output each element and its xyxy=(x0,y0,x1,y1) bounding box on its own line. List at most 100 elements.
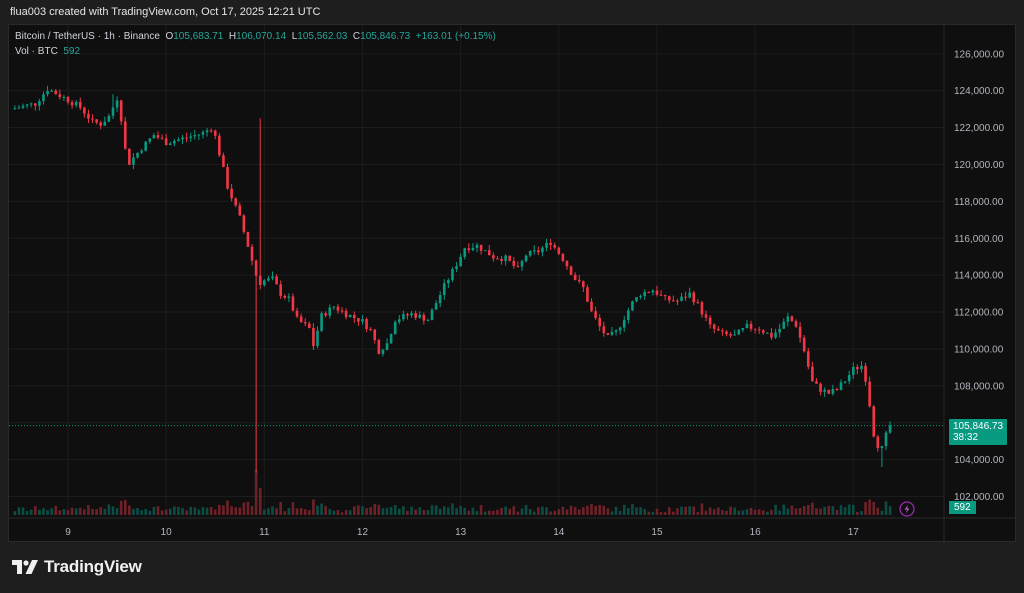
volume-bar xyxy=(843,507,847,515)
volume-bars xyxy=(13,470,892,515)
volume-bar xyxy=(643,509,646,515)
volume-bar xyxy=(798,507,802,515)
volume-bar xyxy=(295,508,299,515)
candle-body xyxy=(851,366,855,375)
volume-bar xyxy=(17,507,21,515)
volume-bar xyxy=(361,506,364,515)
y-tick-label: 104,000.00 xyxy=(954,455,1004,466)
volume-bar xyxy=(774,504,777,515)
candle-body xyxy=(778,328,781,333)
volume-bar xyxy=(226,500,229,515)
volume-bar xyxy=(95,509,98,515)
candle-body xyxy=(168,143,172,146)
volume-bar xyxy=(291,502,295,515)
candle-body xyxy=(651,290,655,293)
volume-bar xyxy=(447,507,450,515)
volume-bar xyxy=(532,511,536,515)
volume-bar xyxy=(238,507,242,515)
candle-body xyxy=(38,101,41,106)
candle-body xyxy=(140,150,143,153)
x-tick-label: 14 xyxy=(553,527,565,538)
candle-body xyxy=(410,313,413,316)
volume-bar xyxy=(397,508,401,515)
candle-body xyxy=(25,104,29,106)
volume-bar xyxy=(123,500,127,515)
volume-bar xyxy=(132,508,135,515)
volume-bar xyxy=(50,508,53,515)
candle-body xyxy=(33,103,37,106)
candle-body xyxy=(70,102,74,106)
volume-bar xyxy=(418,507,422,515)
volume-bar xyxy=(189,506,192,515)
volume-bar xyxy=(258,488,262,515)
volume-bar xyxy=(222,505,225,515)
candle-body xyxy=(528,250,532,256)
volume-bar xyxy=(782,504,786,515)
volume-bar xyxy=(598,504,601,515)
candle-body xyxy=(389,334,393,344)
volume-bar xyxy=(213,509,217,515)
candle-body xyxy=(434,303,438,310)
volume-bar xyxy=(83,509,86,515)
candle-body xyxy=(827,389,831,394)
candle-body xyxy=(29,103,33,105)
candle-body xyxy=(549,242,552,245)
volume-bar xyxy=(745,509,749,515)
candle-body xyxy=(42,94,45,102)
candle-body xyxy=(700,302,704,315)
volume-bar xyxy=(704,510,708,515)
volume-bar xyxy=(790,505,794,515)
volume-bar xyxy=(434,505,438,515)
candle-body xyxy=(582,281,585,288)
volume-bar xyxy=(42,508,45,515)
volume-bar xyxy=(676,508,679,515)
volume-bar xyxy=(271,506,274,515)
price-chart[interactable]: 126,000.00 124,000.00 122,000.00 120,000.00… xyxy=(9,25,1015,541)
candle-body xyxy=(749,323,753,329)
candle-body xyxy=(406,314,409,316)
candle-body xyxy=(238,205,242,216)
candle-body xyxy=(21,105,25,108)
volume-bar xyxy=(230,506,233,515)
volume-bar xyxy=(749,507,753,515)
volume-bar xyxy=(717,507,720,515)
volume-bar xyxy=(38,509,41,515)
volume-bar xyxy=(577,509,581,515)
volume-bar xyxy=(553,510,557,515)
volume-bar xyxy=(631,504,634,515)
candle-body xyxy=(46,90,49,95)
candle-body xyxy=(504,255,507,261)
candle-body xyxy=(888,425,892,433)
volume-bar xyxy=(520,508,524,515)
y-tick-label: 112,000.00 xyxy=(954,308,1004,319)
candle-body xyxy=(316,330,319,347)
candle-body xyxy=(659,294,663,296)
chart-frame[interactable]: 126,000.00 124,000.00 122,000.00 120,000.00… xyxy=(8,24,1016,542)
volume-bar xyxy=(545,507,548,515)
x-tick-label: 9 xyxy=(65,527,71,538)
volume-bar xyxy=(13,511,17,515)
volume-bar xyxy=(246,501,250,515)
candle-body xyxy=(868,381,871,407)
volume-bar xyxy=(475,511,479,515)
candle-body xyxy=(328,307,332,316)
volume-bar xyxy=(185,510,188,515)
candle-body xyxy=(569,266,573,275)
flash-icon[interactable] xyxy=(899,501,915,517)
tradingview-logo[interactable]: TradingView xyxy=(12,557,142,577)
candle-body xyxy=(753,328,757,330)
candle-body xyxy=(811,366,814,382)
time-axis: 9 10 11 12 13 14 15 16 17 xyxy=(65,527,859,538)
volume-bar xyxy=(91,508,94,515)
candle-body xyxy=(181,137,184,140)
volume-bar xyxy=(839,505,843,515)
candle-body xyxy=(614,330,618,333)
candle-body xyxy=(373,329,377,341)
candle-body xyxy=(205,130,209,133)
candle-body xyxy=(99,122,103,126)
volume-bar xyxy=(136,507,139,515)
volume-bar xyxy=(381,508,385,515)
volume-bar xyxy=(872,501,876,515)
volume-bar xyxy=(667,507,671,515)
volume-bar xyxy=(119,500,123,515)
